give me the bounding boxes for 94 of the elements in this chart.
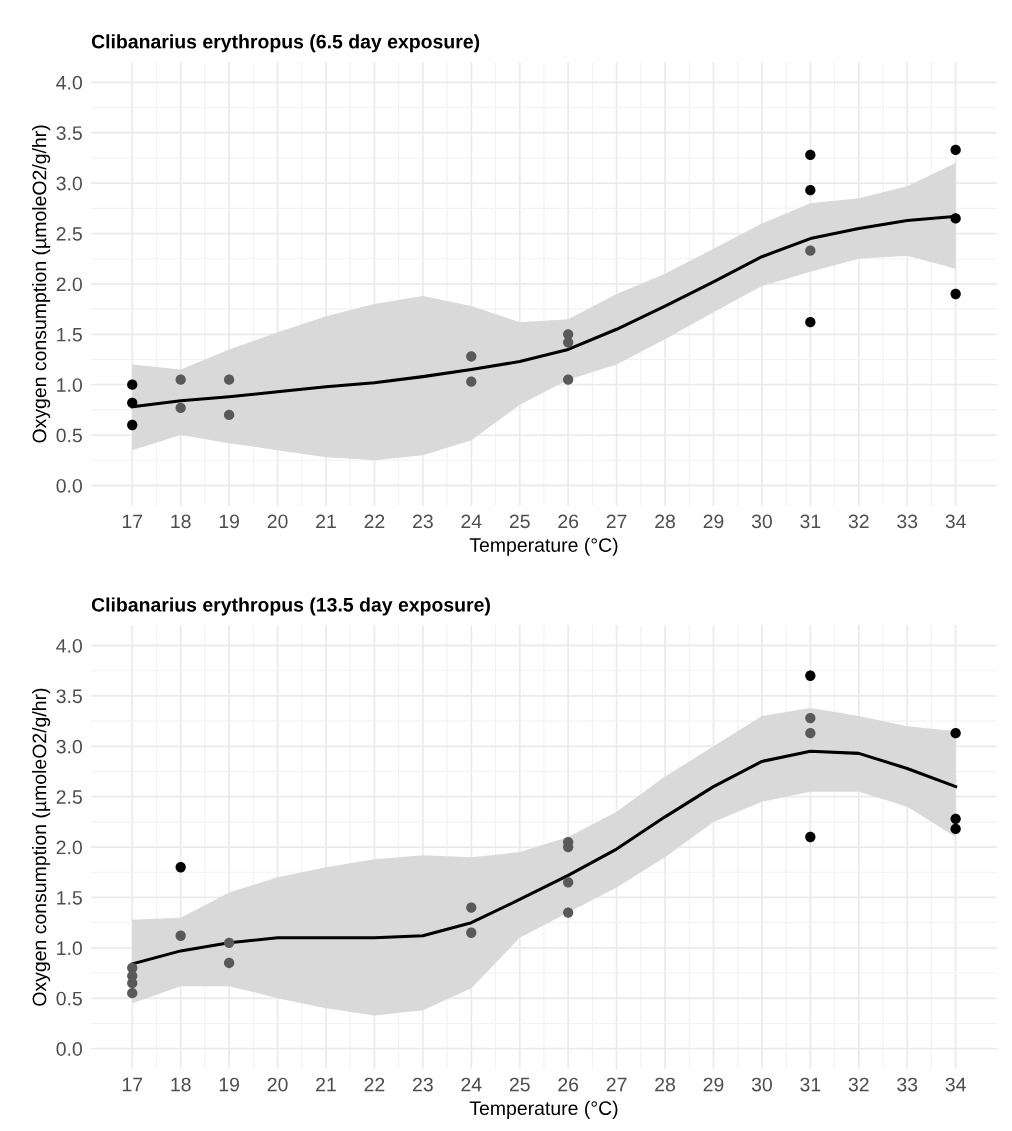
point — [805, 185, 816, 196]
point — [805, 245, 816, 256]
point — [805, 831, 816, 843]
y-tick-label: 1.0 — [57, 941, 82, 956]
y-tick-label: 2.5 — [56, 227, 82, 241]
x-tick-label: 25 — [509, 1077, 530, 1092]
x-tick-label: 18 — [171, 1077, 191, 1092]
point — [466, 902, 477, 913]
x-axis-title: Temperature (°C) — [469, 537, 618, 556]
point — [127, 419, 138, 431]
point — [805, 670, 816, 681]
y-tick-label: 3.5 — [56, 689, 82, 704]
y-tick-label: 2.0 — [56, 840, 82, 855]
x-tick-label: 33 — [897, 1077, 918, 1092]
x-tick-label: 34 — [945, 514, 966, 529]
y-tick-label: 0.5 — [56, 428, 82, 443]
point — [563, 877, 574, 888]
y-tick-label: 0.5 — [56, 991, 82, 1006]
y-tick-label: 3.0 — [56, 739, 82, 754]
x-tick-label: 21 — [316, 1077, 336, 1092]
x-tick-label: 23 — [413, 514, 433, 529]
point — [950, 213, 961, 224]
y-tick-label: 1.0 — [57, 378, 82, 392]
point — [563, 337, 574, 348]
x-tick-label: 32 — [848, 1077, 869, 1092]
y-axis-title: Oxygen consumption (µmoleO2/g/hr) — [32, 125, 51, 443]
point — [805, 149, 816, 161]
x-tick-label: 20 — [267, 1077, 288, 1092]
x-tick-label: 30 — [751, 1077, 772, 1092]
x-tick-label: 30 — [751, 514, 772, 529]
x-tick-label: 24 — [461, 1077, 482, 1092]
point — [805, 317, 816, 328]
x-tick-label: 17 — [122, 1077, 143, 1092]
point — [175, 374, 186, 385]
x-tick-label: 25 — [509, 514, 530, 529]
x-tick-label: 26 — [558, 1077, 579, 1092]
y-tick-label: 1.5 — [57, 891, 82, 905]
x-tick-label: 22 — [364, 1077, 385, 1092]
x-tick-label: 28 — [655, 514, 676, 529]
y-tick-label: 1.5 — [57, 327, 82, 342]
point — [175, 930, 186, 941]
x-tick-label: 21 — [316, 514, 336, 529]
point — [223, 937, 235, 948]
y-tick-label: 3.0 — [56, 176, 82, 191]
point — [127, 379, 138, 390]
x-tick-label: 17 — [122, 514, 143, 529]
y-tick-label: 2.0 — [56, 277, 82, 292]
point — [950, 728, 961, 739]
point — [175, 402, 186, 414]
x-tick-label: 31 — [800, 514, 821, 529]
point — [805, 712, 816, 724]
y-axis-title: Oxygen consumption (µmoleO2/g/hr) — [32, 688, 51, 1006]
point — [175, 862, 186, 873]
x-tick-label: 29 — [703, 1077, 724, 1092]
point — [805, 728, 816, 739]
x-tick-label: 19 — [219, 1077, 240, 1092]
point — [950, 823, 961, 835]
x-tick-label: 24 — [461, 514, 482, 529]
x-tick-label: 28 — [655, 1077, 676, 1092]
y-tick-label: 0.0 — [56, 478, 82, 493]
x-tick-label: 23 — [413, 1077, 433, 1092]
x-tick-label: 34 — [945, 1077, 966, 1092]
point — [466, 376, 477, 387]
x-tick-label: 31 — [800, 1077, 821, 1092]
point — [950, 813, 961, 825]
x-tick-label: 27 — [606, 1077, 627, 1092]
x-tick-label: 27 — [606, 514, 627, 529]
x-tick-label: 19 — [219, 514, 240, 529]
point — [466, 927, 477, 938]
x-axis-title: Temperature (°C) — [469, 1100, 618, 1119]
x-tick-label: 18 — [171, 514, 191, 529]
x-tick-label: 29 — [703, 514, 724, 529]
y-tick-label: 2.5 — [56, 790, 82, 804]
y-tick-label: 0.0 — [56, 1042, 82, 1056]
point — [223, 374, 235, 385]
chart-title: Clibanarius erythropus (13.5 day exposure) — [91, 597, 490, 616]
point — [127, 397, 138, 408]
y-tick-label: 4.0 — [56, 75, 82, 90]
y-tick-label: 3.5 — [56, 126, 82, 140]
chart-title: Clibanarius erythropus (6.5 day exposure) — [91, 34, 480, 53]
y-tick-label: 4.0 — [56, 638, 82, 653]
point — [950, 144, 961, 156]
x-tick-label: 33 — [897, 514, 918, 529]
point — [223, 957, 235, 969]
x-tick-label: 20 — [267, 514, 288, 529]
point — [950, 288, 961, 300]
point — [127, 988, 138, 999]
point — [466, 351, 477, 362]
point — [563, 374, 574, 385]
point — [223, 409, 235, 421]
x-tick-label: 26 — [558, 514, 579, 529]
point — [563, 907, 574, 918]
x-tick-label: 32 — [848, 514, 869, 529]
x-tick-label: 22 — [364, 514, 385, 529]
